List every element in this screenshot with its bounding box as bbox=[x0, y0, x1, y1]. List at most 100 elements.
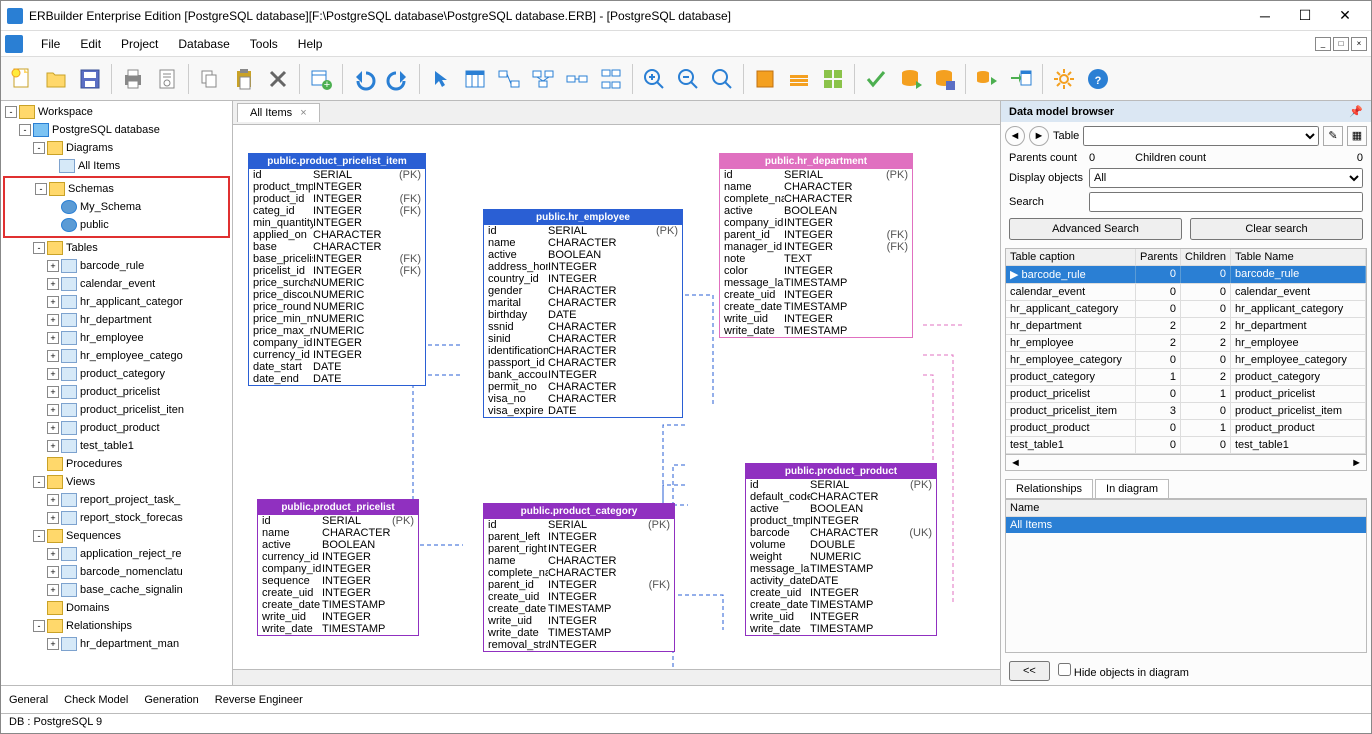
new-table-icon[interactable]: + bbox=[305, 63, 337, 95]
grid-row[interactable]: hr_applicant_category00hr_applicant_cate… bbox=[1006, 301, 1366, 318]
menu-tools[interactable]: Tools bbox=[240, 33, 288, 55]
diagram-list[interactable]: Name All Items bbox=[1005, 499, 1367, 653]
grid-row[interactable]: product_pricelist_item30product_pricelis… bbox=[1006, 403, 1366, 420]
tab-relationships[interactable]: Relationships bbox=[1005, 479, 1093, 498]
tables-grid[interactable]: Table caption Parents Children Table Nam… bbox=[1005, 248, 1367, 471]
print-icon[interactable] bbox=[117, 63, 149, 95]
tree-item[interactable]: +hr_department bbox=[3, 311, 230, 329]
nav-fwd-icon[interactable]: ► bbox=[1029, 126, 1049, 146]
open-icon[interactable] bbox=[40, 63, 72, 95]
tree-item[interactable]: +hr_employee_catego bbox=[3, 347, 230, 365]
tree-item[interactable]: +barcode_rule bbox=[3, 257, 230, 275]
table-select[interactable] bbox=[1083, 126, 1319, 146]
tree-item[interactable]: +hr_applicant_categor bbox=[3, 293, 230, 311]
display-select[interactable]: All bbox=[1089, 168, 1363, 188]
tree-schema-my[interactable]: My_Schema bbox=[5, 198, 228, 216]
layer2-icon[interactable] bbox=[783, 63, 815, 95]
pointer-icon[interactable] bbox=[425, 63, 457, 95]
tree[interactable]: -Workspace -PostgreSQL database -Diagram… bbox=[1, 101, 232, 685]
redo-icon[interactable] bbox=[382, 63, 414, 95]
relation1-icon[interactable] bbox=[493, 63, 525, 95]
relation3-icon[interactable] bbox=[561, 63, 593, 95]
relation4-icon[interactable] bbox=[595, 63, 627, 95]
canvas-hscroll[interactable] bbox=[233, 669, 1000, 685]
nav-back-icon[interactable]: ◄ bbox=[1005, 126, 1025, 146]
tree-item[interactable]: +product_product bbox=[3, 419, 230, 437]
menu-project[interactable]: Project bbox=[111, 33, 168, 55]
entity-table[interactable]: public.product_pricelist_itemidSERIAL(PK… bbox=[248, 153, 426, 386]
grid-row[interactable]: product_product01product_product bbox=[1006, 420, 1366, 437]
tree-workspace[interactable]: -Workspace bbox=[3, 103, 230, 121]
clear-search-button[interactable]: Clear search bbox=[1190, 218, 1363, 240]
grid-row[interactable]: ▶ barcode_rule00barcode_rule bbox=[1006, 266, 1366, 284]
entity-table[interactable]: public.product_categoryidSERIAL(PK)paren… bbox=[483, 503, 675, 652]
search-input[interactable] bbox=[1089, 192, 1363, 212]
zoom-out-icon[interactable] bbox=[672, 63, 704, 95]
relation2-icon[interactable] bbox=[527, 63, 559, 95]
db-save-icon[interactable] bbox=[928, 63, 960, 95]
menu-database[interactable]: Database bbox=[168, 33, 239, 55]
table-icon[interactable] bbox=[459, 63, 491, 95]
tree-item[interactable]: +report_stock_forecas bbox=[3, 509, 230, 527]
zoom-in-icon[interactable] bbox=[638, 63, 670, 95]
pin-icon[interactable]: 📌 bbox=[1349, 105, 1363, 118]
grid-row[interactable]: test_table100test_table1 bbox=[1006, 437, 1366, 454]
tab-check[interactable]: Check Model bbox=[64, 694, 128, 706]
help-icon[interactable]: ? bbox=[1082, 63, 1114, 95]
tree-item[interactable]: +test_table1 bbox=[3, 437, 230, 455]
undo-icon[interactable] bbox=[348, 63, 380, 95]
menu-edit[interactable]: Edit bbox=[70, 33, 111, 55]
mdi-close[interactable]: × bbox=[1351, 37, 1367, 51]
save-icon[interactable] bbox=[74, 63, 106, 95]
menu-file[interactable]: File bbox=[31, 33, 70, 55]
tab-close-icon[interactable]: × bbox=[300, 107, 306, 119]
tree-domains[interactable]: Domains bbox=[3, 599, 230, 617]
tree-item[interactable]: +report_project_task_ bbox=[3, 491, 230, 509]
new-icon[interactable] bbox=[6, 63, 38, 95]
tab-gen[interactable]: Generation bbox=[144, 694, 198, 706]
tree-procedures[interactable]: Procedures bbox=[3, 455, 230, 473]
entity-table[interactable]: public.product_productidSERIAL(PK)defaul… bbox=[745, 463, 937, 636]
tree-diagrams[interactable]: -Diagrams bbox=[3, 139, 230, 157]
grid-row[interactable]: product_category12product_category bbox=[1006, 369, 1366, 386]
delete-icon[interactable] bbox=[262, 63, 294, 95]
tree-tables[interactable]: -Tables bbox=[3, 239, 230, 257]
tree-item[interactable]: +product_category bbox=[3, 365, 230, 383]
tree-relationships[interactable]: -Relationships bbox=[3, 617, 230, 635]
list-item[interactable]: All Items bbox=[1006, 517, 1366, 533]
tree-item[interactable]: +product_pricelist bbox=[3, 383, 230, 401]
grid-row[interactable]: hr_employee22hr_employee bbox=[1006, 335, 1366, 352]
app-menu-icon[interactable] bbox=[5, 35, 23, 53]
edit-icon[interactable]: ✎ bbox=[1323, 126, 1343, 146]
entity-table[interactable]: public.product_pricelistidSERIAL(PK)name… bbox=[257, 499, 419, 636]
back-button[interactable]: << bbox=[1009, 661, 1050, 681]
grid-row[interactable]: hr_department22hr_department bbox=[1006, 318, 1366, 335]
copy-icon[interactable] bbox=[194, 63, 226, 95]
menu-help[interactable]: Help bbox=[288, 33, 333, 55]
grid-hscroll[interactable]: ◄► bbox=[1006, 454, 1366, 470]
tree-item[interactable]: +calendar_event bbox=[3, 275, 230, 293]
tree-views[interactable]: -Views bbox=[3, 473, 230, 491]
db-reverse-icon[interactable] bbox=[971, 63, 1003, 95]
tab-reverse[interactable]: Reverse Engineer bbox=[215, 694, 303, 706]
maximize-button[interactable]: ☐ bbox=[1285, 2, 1325, 30]
settings-icon[interactable] bbox=[1048, 63, 1080, 95]
tree-item[interactable]: +barcode_nomenclatu bbox=[3, 563, 230, 581]
grid-icon[interactable] bbox=[817, 63, 849, 95]
grid-row[interactable]: hr_employee_category00hr_employee_catego… bbox=[1006, 352, 1366, 369]
tab-in-diagram[interactable]: In diagram bbox=[1095, 479, 1169, 498]
mdi-restore[interactable]: □ bbox=[1333, 37, 1349, 51]
minimize-button[interactable]: ─ bbox=[1245, 2, 1285, 30]
goto-icon[interactable]: ▦ bbox=[1347, 126, 1367, 146]
advanced-search-button[interactable]: Advanced Search bbox=[1009, 218, 1182, 240]
entity-table[interactable]: public.hr_departmentidSERIAL(PK)nameCHAR… bbox=[719, 153, 913, 338]
hide-checkbox[interactable]: Hide objects in diagram bbox=[1058, 663, 1189, 679]
tree-item[interactable]: +hr_department_man bbox=[3, 635, 230, 653]
tab-all-items[interactable]: All Items× bbox=[237, 103, 320, 122]
entity-table[interactable]: public.hr_employeeidSERIAL(PK)nameCHARAC… bbox=[483, 209, 683, 418]
tree-item[interactable]: +base_cache_signalin bbox=[3, 581, 230, 599]
check-icon[interactable] bbox=[860, 63, 892, 95]
tree-item[interactable]: +product_pricelist_iten bbox=[3, 401, 230, 419]
layer1-icon[interactable] bbox=[749, 63, 781, 95]
paste-icon[interactable] bbox=[228, 63, 260, 95]
